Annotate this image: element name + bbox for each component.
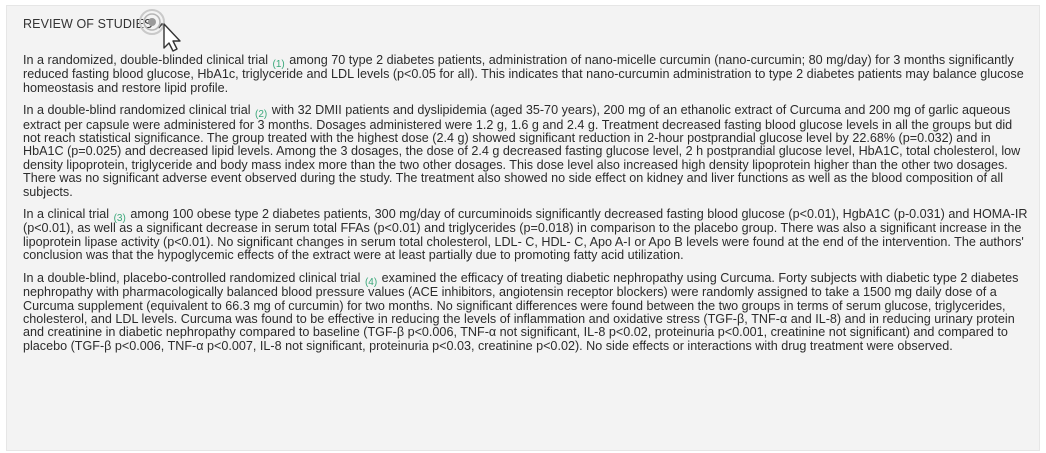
citation-link-2[interactable]: (2) xyxy=(255,109,268,121)
citation-link-4[interactable]: (4) xyxy=(364,276,378,288)
paragraph-text: In a double-blind randomized clinical tr… xyxy=(23,103,251,118)
section-title: REVIEW OF STUDIES xyxy=(23,17,153,31)
paragraph-text: In a clinical trial xyxy=(23,207,110,222)
pointer-cursor-icon xyxy=(138,8,184,54)
review-of-studies-panel: REVIEW OF STUDIES In a randomized, doubl… xyxy=(6,5,1040,451)
paragraph-text: In a double-blind, placebo-controlled ra… xyxy=(23,270,361,285)
paragraph-text: with 32 DMII patients and dyslipidemia (… xyxy=(23,103,1021,199)
citation-link-1[interactable]: (1) xyxy=(272,59,285,70)
study-paragraph-1: In a randomized, double-blinded clinical… xyxy=(23,53,1033,95)
study-paragraph-2: In a double-blind randomized clinical tr… xyxy=(23,103,1033,199)
study-paragraph-3: In a clinical trial (3) among 100 obese … xyxy=(23,207,1033,263)
paragraph-text: examined the efficacy of treating diabet… xyxy=(23,270,1019,353)
citation-link-3[interactable]: (3) xyxy=(113,213,126,225)
paragraph-text: among 100 obese type 2 diabetes patients… xyxy=(23,207,1028,263)
study-paragraph-4: In a double-blind, placebo-controlled ra… xyxy=(23,270,1033,353)
paragraph-text: among 70 type 2 diabetes patients, admin… xyxy=(23,53,1024,95)
studies-body: In a randomized, double-blinded clinical… xyxy=(23,53,1033,362)
paragraph-text: In a randomized, double-blinded clinical… xyxy=(23,53,269,67)
